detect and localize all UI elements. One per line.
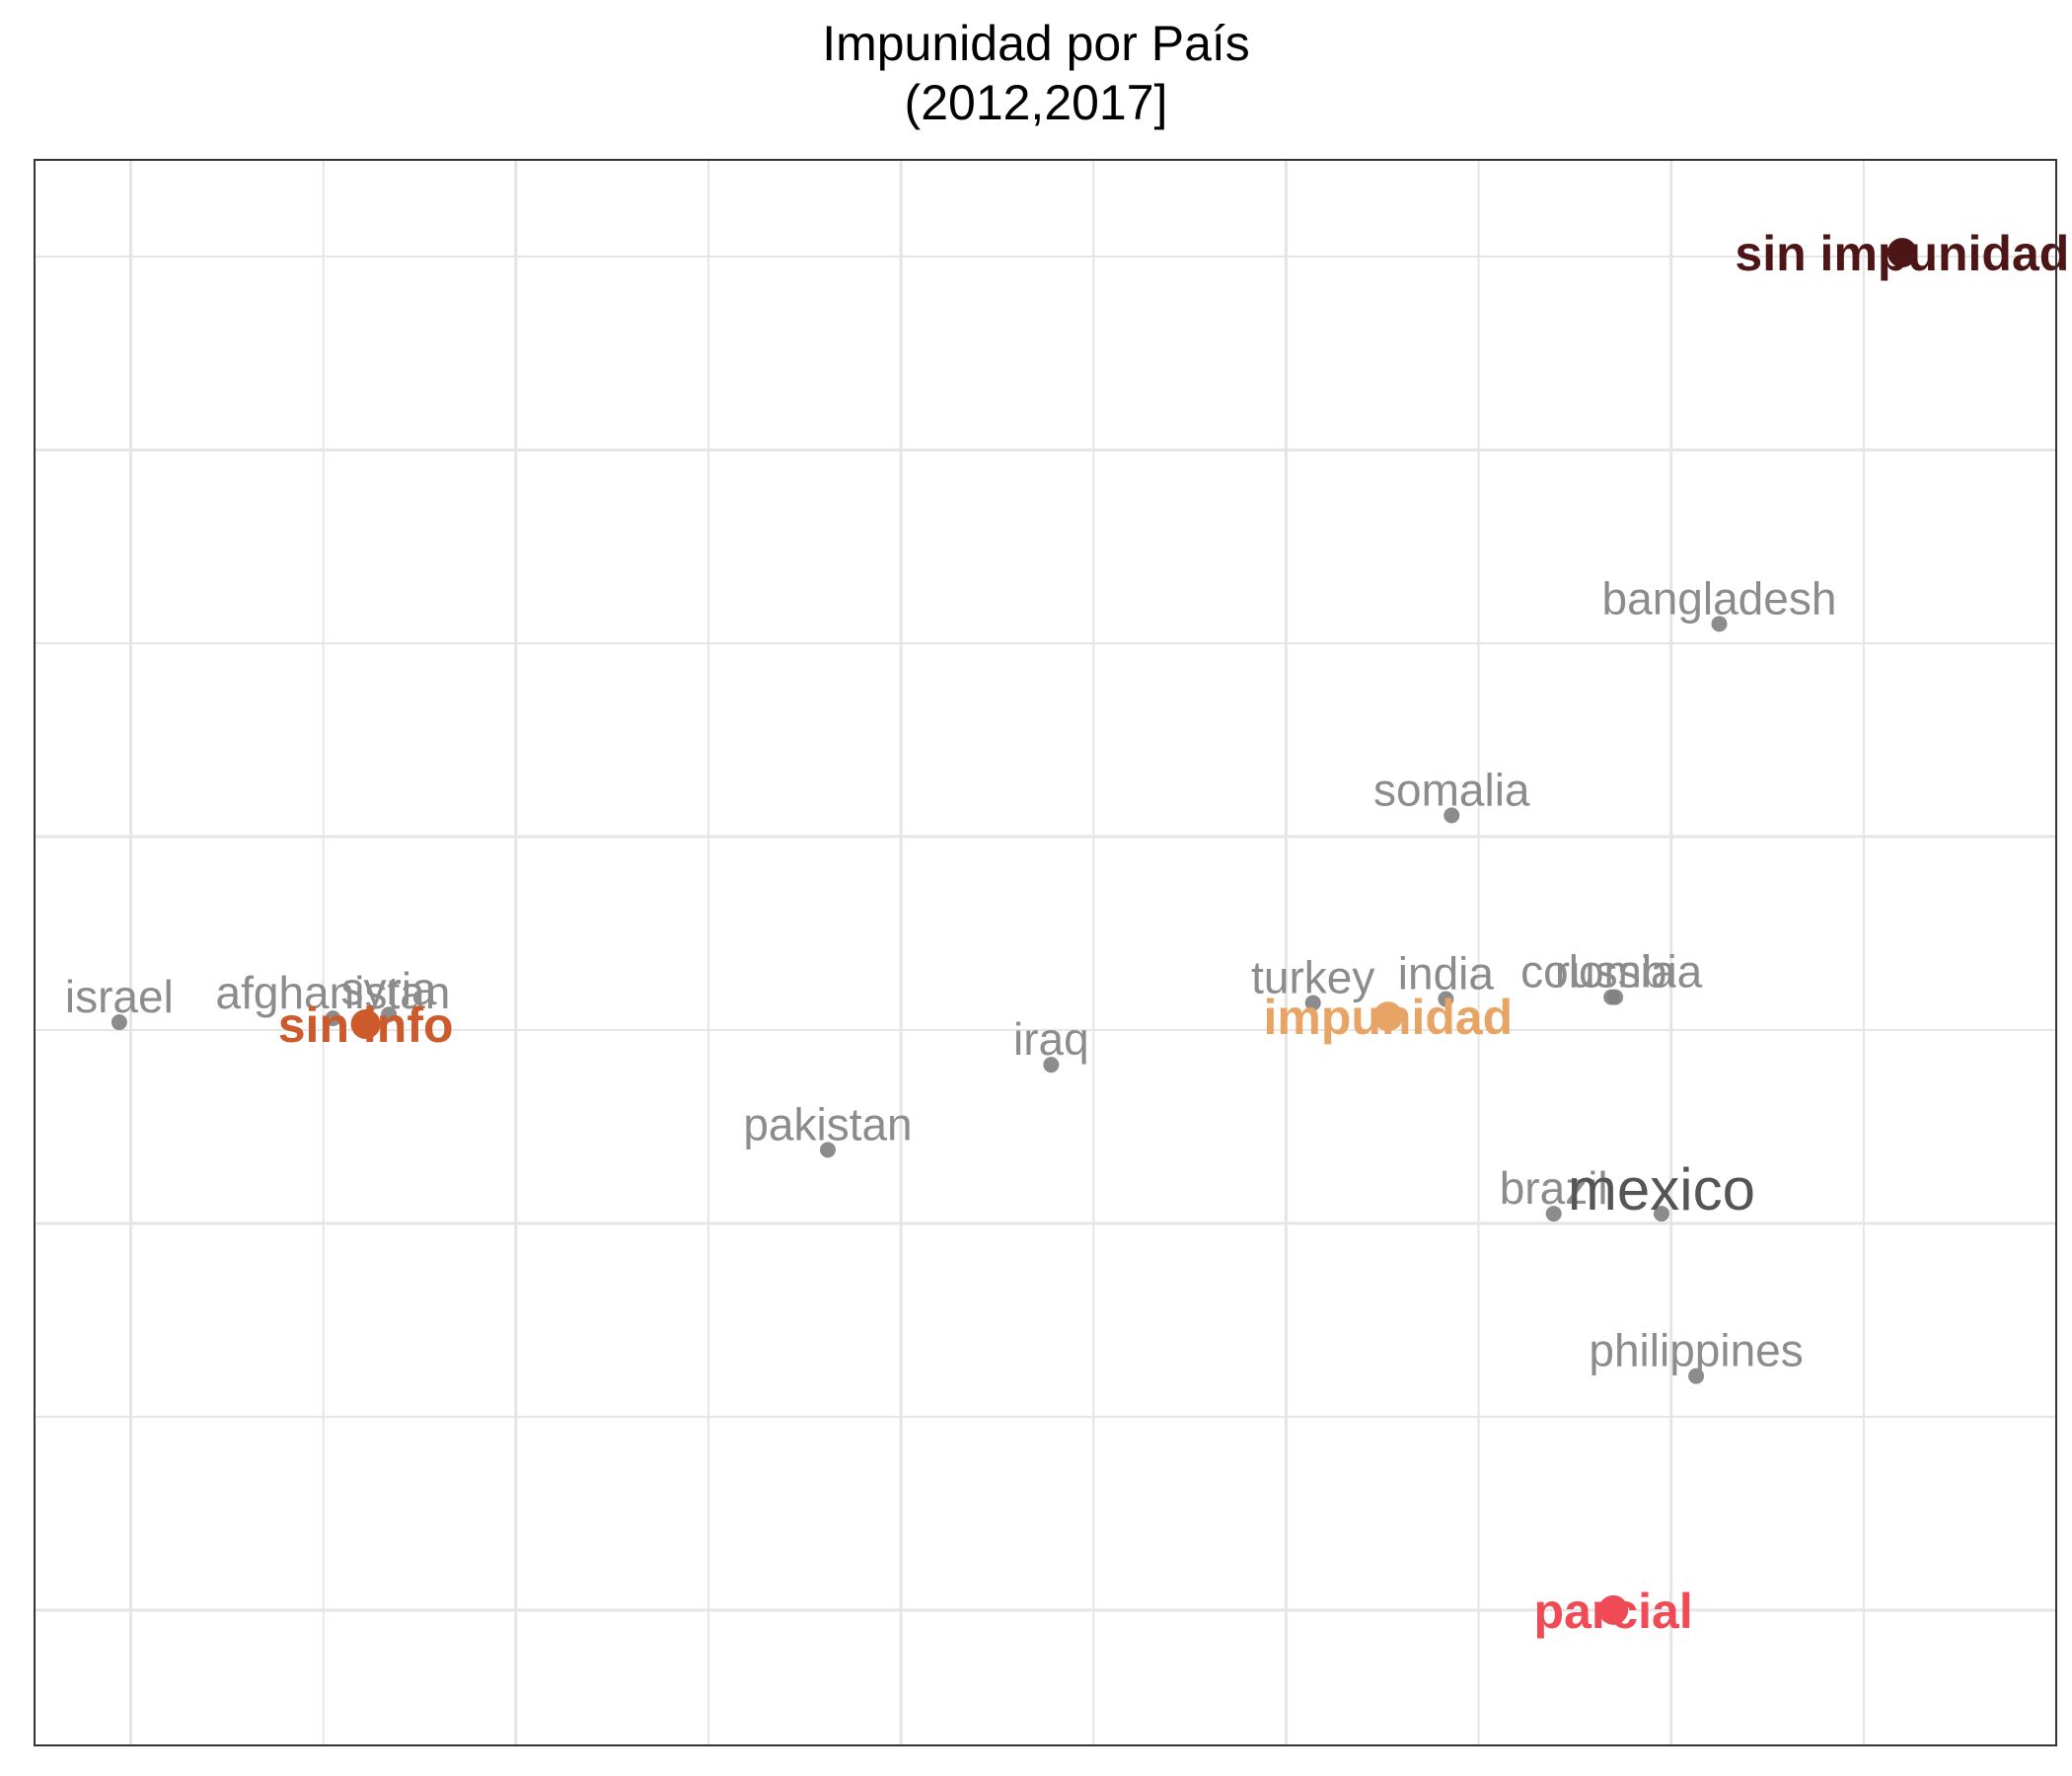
- category-label-impunidad: impunidad: [1263, 990, 1513, 1045]
- country-label-mexico: mexico: [1568, 1156, 1755, 1222]
- category-label-parcial: parcial: [1534, 1584, 1693, 1639]
- country-label-turkey: turkey: [1251, 951, 1374, 1002]
- category-point-parcial: [1598, 1594, 1629, 1625]
- country-point-mexico: [1653, 1206, 1669, 1222]
- country-label-iraq: iraq: [1013, 1013, 1089, 1065]
- country-points: [111, 616, 1728, 1384]
- country-point-russia: [1607, 989, 1624, 1005]
- country-label-russia: russia: [1555, 946, 1676, 998]
- country-label-brazil: brazil: [1500, 1162, 1608, 1214]
- category-point-sin-impunidad: [1887, 238, 1917, 268]
- country-label-philippines: philippines: [1589, 1325, 1803, 1376]
- country-point-brazil: [1545, 1206, 1562, 1222]
- country-point-turkey: [1304, 995, 1321, 1011]
- country-point-somalia: [1443, 807, 1460, 824]
- country-label-israel: israel: [65, 971, 174, 1022]
- chart-subtitle: (2012,2017]: [904, 75, 1168, 130]
- category-label-sin-info: sin info: [278, 998, 454, 1053]
- category-markers: sin impunidad sin info impunidad parcial: [278, 226, 2070, 1639]
- country-label-afghanistan: afghanistan: [216, 967, 451, 1018]
- category-label-sin-impunidad: sin impunidad: [1735, 226, 2069, 281]
- chart-title: Impunidad por País: [822, 16, 1250, 71]
- country-label-india: india: [1398, 948, 1495, 999]
- country-point-afghanistan: [325, 1010, 341, 1027]
- chart-title-block: Impunidad por País (2012,2017]: [0, 14, 2072, 132]
- country-point-syria: [381, 1006, 398, 1023]
- country-label-syria: syria: [341, 963, 438, 1014]
- country-label-colombia: colombia: [1520, 946, 1703, 998]
- country-point-iraq: [1043, 1057, 1060, 1073]
- country-point-india: [1438, 991, 1454, 1007]
- country-point-israel: [111, 1014, 127, 1031]
- grid-lines: [35, 160, 2056, 1745]
- category-point-sin-info: [350, 1009, 381, 1040]
- country-label-pakistan: pakistan: [743, 1098, 912, 1149]
- country-label-somalia: somalia: [1373, 764, 1530, 815]
- category-point-impunidad: [1372, 1001, 1403, 1032]
- panel-border: [34, 159, 2057, 1746]
- country-point-philippines: [1688, 1368, 1705, 1384]
- country-label-bangladesh: bangladesh: [1602, 572, 1837, 624]
- country-point-bangladesh: [1711, 616, 1728, 632]
- country-point-pakistan: [819, 1142, 836, 1158]
